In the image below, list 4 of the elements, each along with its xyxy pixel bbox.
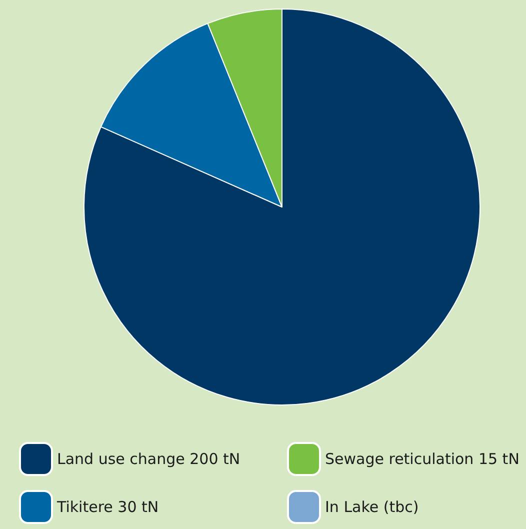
legend-label: In Lake (tbc) xyxy=(325,498,419,516)
legend-label: Land use change 200 tN xyxy=(57,450,240,468)
legend-label: Tikitere 30 tN xyxy=(56,498,159,516)
legend-label: Sewage reticulation 15 tN xyxy=(325,450,520,468)
